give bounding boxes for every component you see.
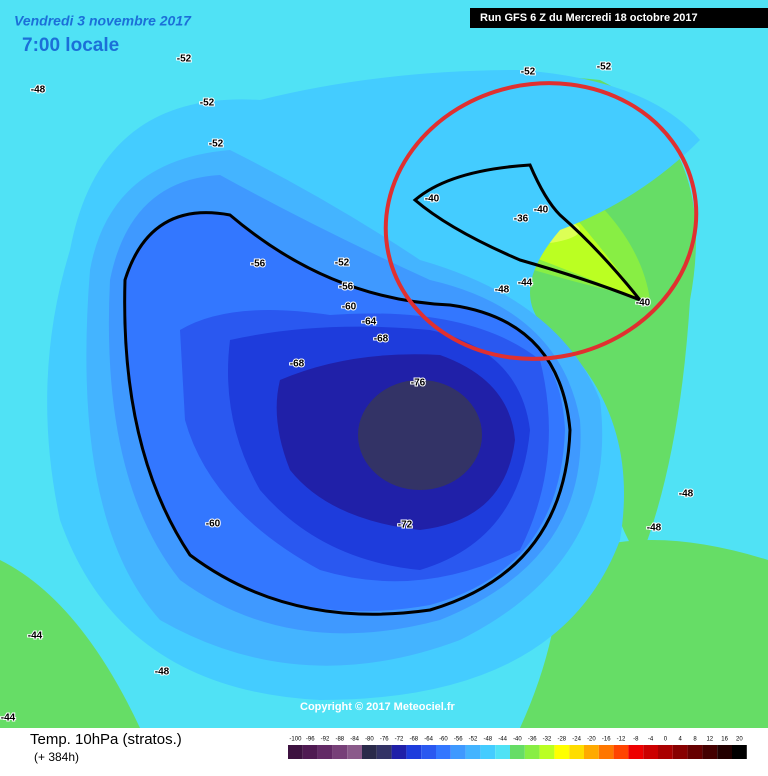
legend-swatch bbox=[421, 745, 436, 759]
contour-label: -52 bbox=[209, 139, 224, 150]
legend-tick-label: -72 bbox=[395, 737, 404, 743]
legend-tick-label: -52 bbox=[469, 737, 478, 743]
legend-tick-label: -96 bbox=[306, 737, 315, 743]
legend-tick-label: -16 bbox=[602, 737, 611, 743]
contour-label: -56 bbox=[339, 282, 354, 293]
legend-tick-label: -88 bbox=[335, 737, 344, 743]
legend-tick-label: -20 bbox=[587, 737, 596, 743]
run-label: Run GFS 6 Z du Mercredi 18 octobre 2017 bbox=[480, 12, 698, 24]
legend-tick-label: -48 bbox=[483, 737, 492, 743]
legend-swatch bbox=[480, 745, 496, 759]
legend-tick-label: 8 bbox=[693, 737, 697, 743]
legend-swatch bbox=[288, 745, 303, 759]
legend-tick-label: 4 bbox=[679, 737, 683, 743]
contour-label: -48 bbox=[31, 85, 46, 96]
legend-swatch bbox=[465, 745, 481, 759]
legend-swatch bbox=[539, 745, 555, 759]
legend-tick-label: 0 bbox=[664, 737, 668, 743]
legend-swatch bbox=[376, 745, 392, 759]
contour-label: -76 bbox=[411, 378, 426, 389]
date-label: Vendredi 3 novembre 2017 bbox=[14, 13, 192, 29]
contour-label: -48 bbox=[679, 489, 694, 500]
contour-label: -40 bbox=[534, 205, 549, 216]
contour-label: -72 bbox=[398, 520, 413, 531]
legend-swatch bbox=[569, 745, 584, 759]
legend-swatch bbox=[717, 745, 732, 759]
legend-swatch bbox=[628, 745, 644, 759]
legend-swatch bbox=[436, 745, 451, 759]
legend-tick-label: -4 bbox=[648, 737, 654, 743]
contour-label: -52 bbox=[335, 258, 350, 269]
footer-lead: (+ 384h) bbox=[34, 750, 79, 764]
legend-tick-label: -12 bbox=[617, 737, 626, 743]
legend-tick-label: -68 bbox=[409, 737, 418, 743]
contour-label: -52 bbox=[521, 67, 536, 78]
map-field bbox=[0, 0, 768, 728]
legend-swatch bbox=[702, 745, 718, 759]
legend-tick-label: -44 bbox=[498, 737, 507, 743]
contour-label: -48 bbox=[155, 667, 170, 678]
legend-swatch bbox=[347, 745, 362, 759]
legend-swatch bbox=[598, 745, 614, 759]
legend-swatch bbox=[362, 745, 377, 759]
contour-label: -68 bbox=[290, 359, 305, 370]
contour-label: -52 bbox=[177, 54, 192, 65]
contour-label: -48 bbox=[495, 285, 510, 296]
legend-tick-label: -36 bbox=[528, 737, 537, 743]
run-box bbox=[470, 8, 768, 28]
legend-tick-label: -32 bbox=[543, 737, 552, 743]
legend-tick-label: -80 bbox=[365, 737, 374, 743]
legend-swatch bbox=[554, 745, 570, 759]
legend-tick-label: -76 bbox=[380, 737, 389, 743]
contour-label: -44 bbox=[28, 631, 43, 642]
legend-tick-label: -24 bbox=[572, 737, 581, 743]
legend-swatch bbox=[332, 745, 348, 759]
legend-tick-label: 20 bbox=[736, 737, 743, 743]
contour-label: -44 bbox=[1, 713, 16, 724]
legend-tick-label: -56 bbox=[454, 737, 463, 743]
contour-label: -68 bbox=[374, 334, 389, 345]
contour-label: -64 bbox=[362, 317, 377, 328]
legend-swatch bbox=[732, 745, 747, 759]
contour-label: -52 bbox=[597, 62, 612, 73]
legend-swatch bbox=[510, 745, 525, 759]
copyright: Copyright © 2017 Meteociel.fr bbox=[300, 701, 456, 713]
legend-swatch bbox=[450, 745, 466, 759]
legend-swatch bbox=[495, 745, 510, 759]
contour-label: -48 bbox=[647, 523, 662, 534]
legend-tick-label: -40 bbox=[513, 737, 522, 743]
legend-tick-label: -60 bbox=[439, 737, 448, 743]
contour-label: -52 bbox=[200, 98, 215, 109]
legend-tick-label: 12 bbox=[706, 737, 713, 743]
legend-swatch bbox=[613, 745, 629, 759]
contour-label: -60 bbox=[342, 302, 357, 313]
contour-label: -36 bbox=[514, 214, 529, 225]
contour-label: -44 bbox=[518, 278, 533, 289]
legend-swatch bbox=[406, 745, 422, 759]
legend-swatch bbox=[584, 745, 599, 759]
legend-tick-label: 16 bbox=[721, 737, 728, 743]
contour-label: -56 bbox=[251, 259, 266, 270]
legend-tick-label: -64 bbox=[424, 737, 433, 743]
legend-swatch bbox=[643, 745, 658, 759]
legend-swatch bbox=[672, 745, 688, 759]
legend-swatch bbox=[524, 745, 540, 759]
time-label: 7:00 locale bbox=[22, 35, 119, 56]
footer-title: Temp. 10hPa (stratos.) bbox=[30, 731, 182, 748]
legend-swatch bbox=[317, 745, 333, 759]
legend-tick-label: -8 bbox=[633, 737, 639, 743]
contour-label: -40 bbox=[636, 298, 651, 309]
contour-label: -40 bbox=[425, 194, 440, 205]
legend-swatch bbox=[391, 745, 407, 759]
legend-tick-label: -92 bbox=[321, 737, 330, 743]
legend-swatch bbox=[687, 745, 703, 759]
legend-tick-label: -100 bbox=[289, 737, 302, 743]
legend-tick-label: -28 bbox=[557, 737, 566, 743]
legend-swatch bbox=[658, 745, 673, 759]
legend-swatch bbox=[302, 745, 318, 759]
contour-label: -60 bbox=[206, 519, 221, 530]
legend-tick-label: -84 bbox=[350, 737, 359, 743]
